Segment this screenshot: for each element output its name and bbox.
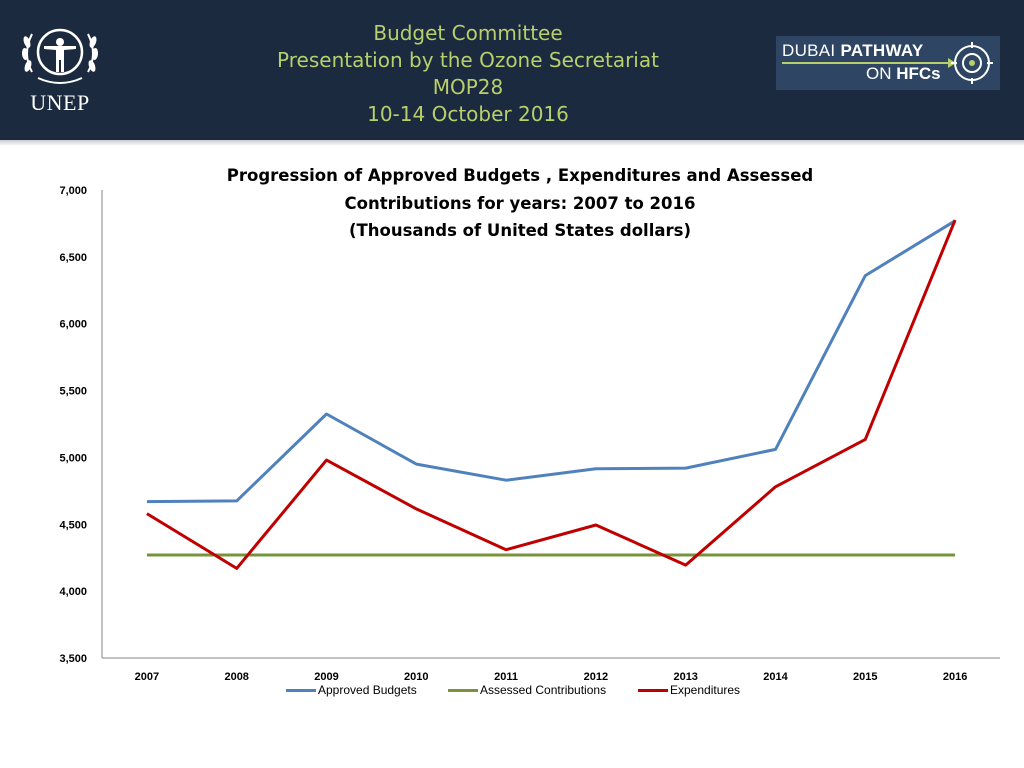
legend-label: Expenditures [670,683,741,697]
x-tick-label: 2014 [763,671,788,683]
chart-series [146,219,957,570]
hfcs-word: HFCs [896,64,941,83]
dubai-logo-line2: ON HFCs [866,64,941,84]
legend-swatch [286,689,316,692]
y-tick-label: 4,500 [59,519,87,531]
y-axis-ticks: 3,500 4,000 4,500 5,000 5,500 6,000 6,500 7,000 [59,185,87,665]
dubai-pathway-logo: DUBAI PATHWAY ON HFCs [776,36,1000,90]
x-tick-label: 2012 [584,671,608,683]
y-tick-label: 4,000 [59,586,87,598]
on-word: ON [866,64,892,83]
header-shadow [0,140,1024,146]
title-line: MOP28 [432,75,504,99]
x-tick-label: 2013 [673,671,697,683]
y-tick-label: 3,500 [59,653,87,665]
pathway-word: PATHWAY [840,41,924,60]
chart-title: Progression of Approved Budgets , Expend… [200,162,840,245]
unep-logo: UNEP [18,20,102,120]
x-tick-label: 2011 [494,671,518,683]
y-tick-label: 5,000 [59,452,87,464]
y-tick-label: 5,500 [59,386,87,398]
y-tick-label: 7,000 [59,185,87,197]
x-tick-label: 2008 [224,671,248,683]
unep-wordmark: UNEP [30,90,90,115]
header-banner: UNEP Budget Committee Presentation by th… [0,0,1024,140]
presentation-title: Budget Committee Presentation by the Ozo… [200,20,736,128]
title-line: Budget Committee [373,21,563,45]
legend-swatch [448,689,478,692]
unep-emblem-icon [21,28,99,84]
x-tick-label: 2010 [404,671,428,683]
series-line [146,219,957,570]
x-tick-label: 2009 [314,671,338,683]
x-tick-label: 2016 [943,671,967,683]
title-line: 10-14 October 2016 [367,102,569,126]
target-arrow-icon [782,42,993,84]
legend-swatch [638,689,668,692]
dubai-logo-line1: DUBAI PATHWAY [782,41,924,61]
dubai-word: DUBAI [782,41,836,60]
y-tick-label: 6,500 [59,252,87,264]
x-tick-label: 2007 [135,671,159,683]
title-line: Presentation by the Ozone Secretariat [277,48,659,72]
x-tick-label: 2015 [853,671,877,683]
chart-title-line: (Thousands of United States dollars) [348,221,692,240]
y-tick-label: 6,000 [59,319,87,331]
x-axis-ticks: 2007 2008 2009 2010 2011 2012 2013 2014 2015 2016 [135,671,968,683]
chart-title-line: Progression of Approved Budgets , Expend… [226,166,814,185]
legend-label: Assessed Contributions [480,683,607,697]
chart-axes [101,190,1000,659]
chart-title-line: Contributions for years: 2007 to 2016 [344,193,696,213]
series-line [146,219,956,504]
legend-label: Approved Budgets [318,683,417,697]
